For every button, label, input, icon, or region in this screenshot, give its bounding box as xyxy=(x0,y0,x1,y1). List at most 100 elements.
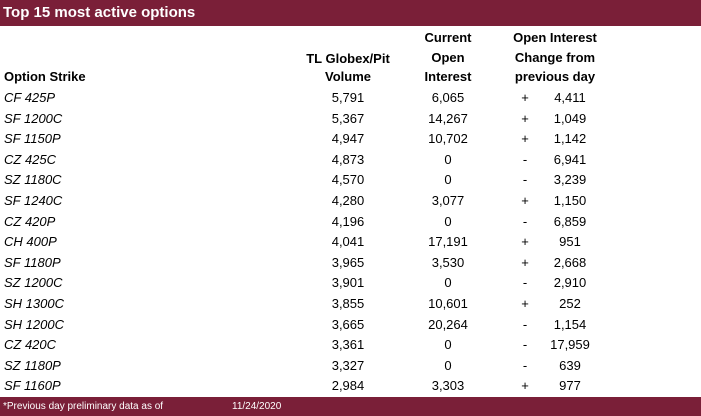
options-table-body: CF 425P 5,791 6,065 +4,411 SF 1200C 5,367 14,2… xyxy=(0,88,701,397)
table-row: SH 1300C 3,855 10,601 +252 xyxy=(0,294,701,315)
table-row: CF 425P 5,791 6,065 +4,411 xyxy=(0,88,701,109)
table-row: SF 1240C 4,280 3,077 +1,150 xyxy=(0,191,701,212)
option-strike-cell: CZ 420P xyxy=(4,213,56,229)
volume-cell: 3,361 xyxy=(331,337,365,353)
open-interest-cell: 0 xyxy=(444,213,452,229)
option-strike-cell: CF 425P xyxy=(4,90,56,105)
open-interest-cell: 0 xyxy=(444,357,452,373)
volume-cell: 4,947 xyxy=(331,131,365,147)
open-interest-cell: 0 xyxy=(444,337,452,353)
change-sign-cell: + xyxy=(521,192,529,208)
volume-cell: 2,984 xyxy=(331,378,365,394)
oi-change-cell: 2,668 xyxy=(553,254,587,270)
oi-change-cell: 3,239 xyxy=(553,172,587,188)
change-sign-cell: - xyxy=(522,151,528,167)
option-strike-cell: SZ 1200C xyxy=(4,275,63,291)
option-strike-cell: SZ 1180C xyxy=(4,172,62,188)
oi-change-cell: 1,049 xyxy=(553,110,587,126)
table-row: SZ 1180C 4,570 0 - 3,239 xyxy=(0,170,701,191)
header-oi-line3: Interest xyxy=(424,69,472,84)
footer-bar: *Previous day preliminary data as of 11/… xyxy=(0,397,701,416)
change-sign-cell: - xyxy=(522,172,528,188)
volume-cell: 4,280 xyxy=(331,192,365,208)
option-strike-cell: SF 1240C xyxy=(4,192,63,208)
header-oi-line1: Current xyxy=(424,30,472,45)
oi-change-cell: 6,859 xyxy=(553,213,587,229)
change-sign-cell: + xyxy=(521,110,529,126)
change-sign-cell: + xyxy=(521,234,529,250)
option-strike-cell: CH 400P xyxy=(4,234,57,250)
option-strike-cell: SF 1160P xyxy=(4,378,61,394)
table-row: SH 1200C 3,665 20,264 - 1,154 xyxy=(0,315,701,336)
open-interest-cell: 6,065 xyxy=(431,90,465,105)
option-strike-cell: CZ 420C xyxy=(4,337,57,353)
option-strike-cell: SH 1300C xyxy=(4,295,64,311)
oi-change-cell: 6,941 xyxy=(553,151,587,167)
table-row: SZ 1180P 3,327 0 - 639 xyxy=(0,356,701,377)
volume-cell: 4,570 xyxy=(331,172,365,188)
open-interest-cell: 3,077 xyxy=(431,192,465,208)
change-sign-cell: - xyxy=(522,337,528,353)
open-interest-cell: 3,530 xyxy=(431,254,465,270)
oi-change-cell: 17,959 xyxy=(550,337,590,353)
oi-change-cell: 2,910 xyxy=(553,275,587,291)
volume-cell: 3,665 xyxy=(331,316,365,332)
table-row: SF 1200C 5,367 14,267 +1,049 xyxy=(0,109,701,130)
table-title: Top 15 most active options xyxy=(0,0,701,26)
change-sign-cell: + xyxy=(521,295,529,311)
volume-cell: 3,901 xyxy=(331,275,365,291)
change-sign-cell: - xyxy=(522,316,528,332)
volume-cell: 3,965 xyxy=(331,254,365,270)
volume-cell: 5,367 xyxy=(331,110,365,126)
table-row: CZ 420P 4,196 0 - 6,859 xyxy=(0,212,701,233)
oi-change-cell: 1,154 xyxy=(553,316,587,332)
volume-cell: 4,196 xyxy=(331,213,365,229)
open-interest-cell: 17,191 xyxy=(428,234,468,250)
option-strike-cell: SF 1150P xyxy=(4,131,61,147)
option-strike-cell: SF 1180P xyxy=(4,254,61,270)
table-row: SF 1180P 3,965 3,530 +2,668 xyxy=(0,253,701,274)
oi-change-cell: 4,411 xyxy=(554,90,586,105)
header-chg-line2: Change from xyxy=(514,50,596,65)
table-row: CZ 420C 3,361 0 - 17,959 xyxy=(0,335,701,356)
volume-cell: 4,873 xyxy=(331,151,365,167)
volume-cell: 3,855 xyxy=(331,295,365,311)
change-sign-cell: + xyxy=(521,90,529,105)
open-interest-cell: 20,264 xyxy=(428,316,468,332)
header-volume-line1: TL Globex/Pit xyxy=(306,51,390,66)
footer-date: 11/24/2020 xyxy=(232,401,282,412)
footer-note: *Previous day preliminary data as of xyxy=(3,401,164,412)
oi-change-cell: 252 xyxy=(559,295,581,311)
header-volume-line2: Volume xyxy=(325,69,371,84)
change-sign-cell: - xyxy=(522,275,528,291)
oi-change-cell: 951 xyxy=(559,234,581,250)
volume-cell: 5,791 xyxy=(331,90,365,105)
change-sign-cell: - xyxy=(522,357,528,373)
volume-cell: 3,327 xyxy=(331,357,365,373)
volume-cell: 4,041 xyxy=(331,234,365,250)
option-strike-cell: SF 1200C xyxy=(4,110,63,126)
header-oi-line2: Open xyxy=(431,50,465,65)
oi-change-cell: 1,150 xyxy=(553,192,587,208)
open-interest-cell: 0 xyxy=(444,275,452,291)
header-chg-line1: Open Interest xyxy=(513,30,597,45)
table-row: SF 1160P 2,984 3,303 +977 xyxy=(0,376,701,397)
option-strike-cell: SH 1200C xyxy=(4,316,64,332)
oi-change-cell: 977 xyxy=(559,378,581,394)
open-interest-cell: 10,702 xyxy=(428,131,468,147)
open-interest-cell: 3,303 xyxy=(431,378,465,394)
oi-change-cell: 639 xyxy=(559,357,581,373)
oi-change-cell: 1,142 xyxy=(553,131,587,147)
open-interest-cell: 10,601 xyxy=(428,295,468,311)
table-row: SZ 1200C 3,901 0 - 2,910 xyxy=(0,273,701,294)
header-chg-line3: previous day xyxy=(514,69,596,84)
change-sign-cell: + xyxy=(521,254,529,270)
open-interest-cell: 0 xyxy=(444,151,452,167)
change-sign-cell: + xyxy=(521,131,529,147)
table-row: SF 1150P 4,947 10,702 +1,142 xyxy=(0,129,701,150)
open-interest-cell: 14,267 xyxy=(428,110,468,126)
table-row: CH 400P 4,041 17,191 +951 xyxy=(0,232,701,253)
header-option-strike: Option Strike xyxy=(4,69,86,84)
option-strike-cell: SZ 1180P xyxy=(4,357,61,373)
change-sign-cell: + xyxy=(521,378,529,394)
